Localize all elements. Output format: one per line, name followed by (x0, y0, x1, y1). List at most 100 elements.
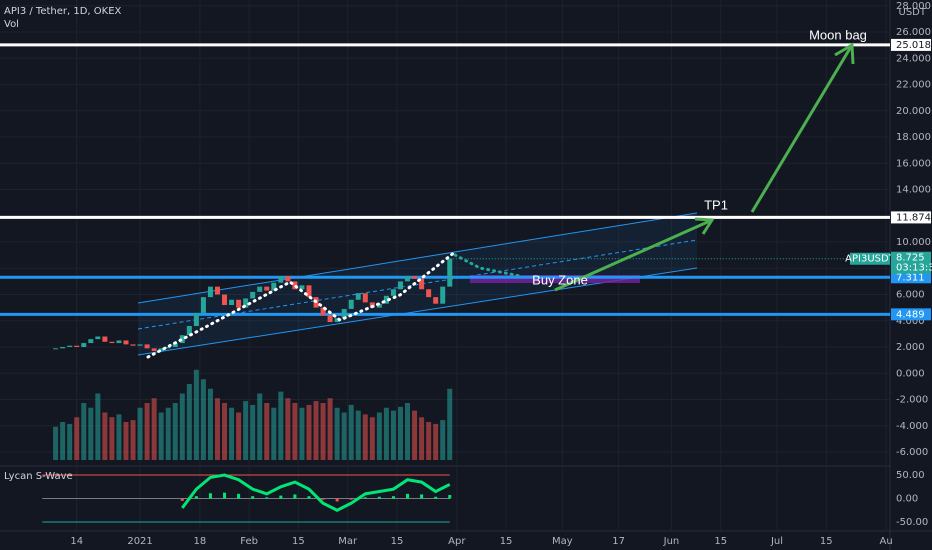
candle (193, 312, 199, 327)
buy-zone (470, 275, 640, 283)
channel-upper (137, 212, 698, 304)
y-tick-label: 20.000 (896, 106, 931, 117)
x-tick-label: 18 (194, 536, 207, 547)
volume-bar (362, 414, 368, 460)
y-tick-label: 22.000 (896, 80, 931, 91)
x-tick-label: 15 (714, 536, 727, 547)
volume-bar (193, 369, 199, 460)
candle (109, 341, 115, 344)
x-tick-label: May (552, 536, 573, 547)
volume-bar (264, 403, 270, 460)
osc-bar (194, 496, 198, 499)
osc-bar (293, 494, 297, 499)
candle (81, 343, 87, 348)
volume-bar (236, 412, 242, 460)
candle (222, 294, 228, 306)
volume-bar (186, 384, 192, 460)
candle (67, 345, 73, 348)
candle (243, 298, 249, 308)
candle (88, 339, 94, 344)
osc-bar (391, 496, 395, 499)
level-tag (891, 308, 931, 321)
x-tick-label: Jul (770, 536, 783, 547)
volume-bar (214, 398, 220, 460)
candle (419, 278, 425, 290)
candle (355, 293, 361, 300)
candle (285, 276, 291, 282)
volume-bar (172, 403, 178, 460)
candle (130, 344, 136, 346)
volume-bar (412, 410, 418, 460)
volume-bar (355, 410, 361, 460)
volume-bar (200, 379, 206, 460)
x-tick-label: Jun (663, 536, 680, 547)
volume-bar (137, 407, 143, 460)
candle (264, 286, 270, 291)
volume-bar (144, 403, 150, 460)
level-label: 11.874 (896, 212, 931, 223)
candle (144, 344, 150, 349)
y-tick-label: 10.000 (896, 237, 931, 248)
candle (397, 281, 403, 290)
oscillator-label: Lycan S-Wave (4, 471, 73, 482)
volume-bar (165, 407, 171, 460)
osc-bar (279, 495, 283, 499)
volume-bar (116, 414, 122, 460)
candle (165, 347, 171, 349)
osc-bar (208, 493, 212, 499)
volume-bar (306, 404, 312, 460)
osc-bar (335, 498, 339, 502)
volume-bar (123, 422, 129, 460)
candle (186, 326, 192, 336)
volume-bar (419, 417, 425, 460)
candles (53, 258, 453, 351)
volume (53, 369, 453, 460)
volume-bar (257, 393, 263, 460)
volume-bar (376, 412, 382, 460)
candle (278, 276, 284, 283)
osc-line (181, 473, 451, 512)
x-tick-label: Mar (338, 536, 358, 547)
volume-bar (109, 417, 115, 460)
volume-bar (222, 403, 228, 460)
volume-bar (207, 388, 213, 460)
volume-bar (397, 406, 403, 460)
osc-bar (321, 498, 325, 500)
candle (390, 289, 396, 296)
candle (236, 299, 242, 308)
volume-bar (60, 422, 66, 460)
level-tag (891, 271, 931, 284)
y-tick-label: 2.000 (896, 342, 925, 353)
y-tick-label: -2.000 (896, 395, 928, 406)
candle (271, 282, 277, 291)
osc-bar (307, 496, 311, 499)
osc-bar (349, 498, 353, 500)
volume-bar (102, 412, 108, 460)
osc-tick-label: 50.00 (896, 470, 925, 481)
candle (376, 303, 382, 308)
level-tag (891, 38, 931, 51)
x-tick-label: 15 (500, 536, 513, 547)
volume-bar (440, 420, 446, 460)
volume-bar (88, 407, 94, 460)
candle (334, 318, 340, 323)
volume-bar (74, 417, 80, 460)
level-label: 4.489 (896, 309, 925, 320)
volume-bar (81, 403, 87, 460)
oscillator (42, 473, 452, 523)
volume-bar (229, 407, 235, 460)
arrow-head (834, 42, 855, 65)
candle (426, 289, 432, 298)
volume-bar (285, 398, 291, 460)
candle (440, 286, 446, 304)
candle (348, 299, 354, 309)
osc-tick-label: -50.00 (896, 517, 928, 528)
candle (102, 336, 108, 342)
arrow-moon (750, 44, 854, 213)
volume-bar (158, 412, 164, 460)
level-tag (891, 211, 931, 224)
volume-bar (405, 403, 411, 460)
candle (207, 286, 213, 298)
currency: USDT (899, 7, 927, 18)
